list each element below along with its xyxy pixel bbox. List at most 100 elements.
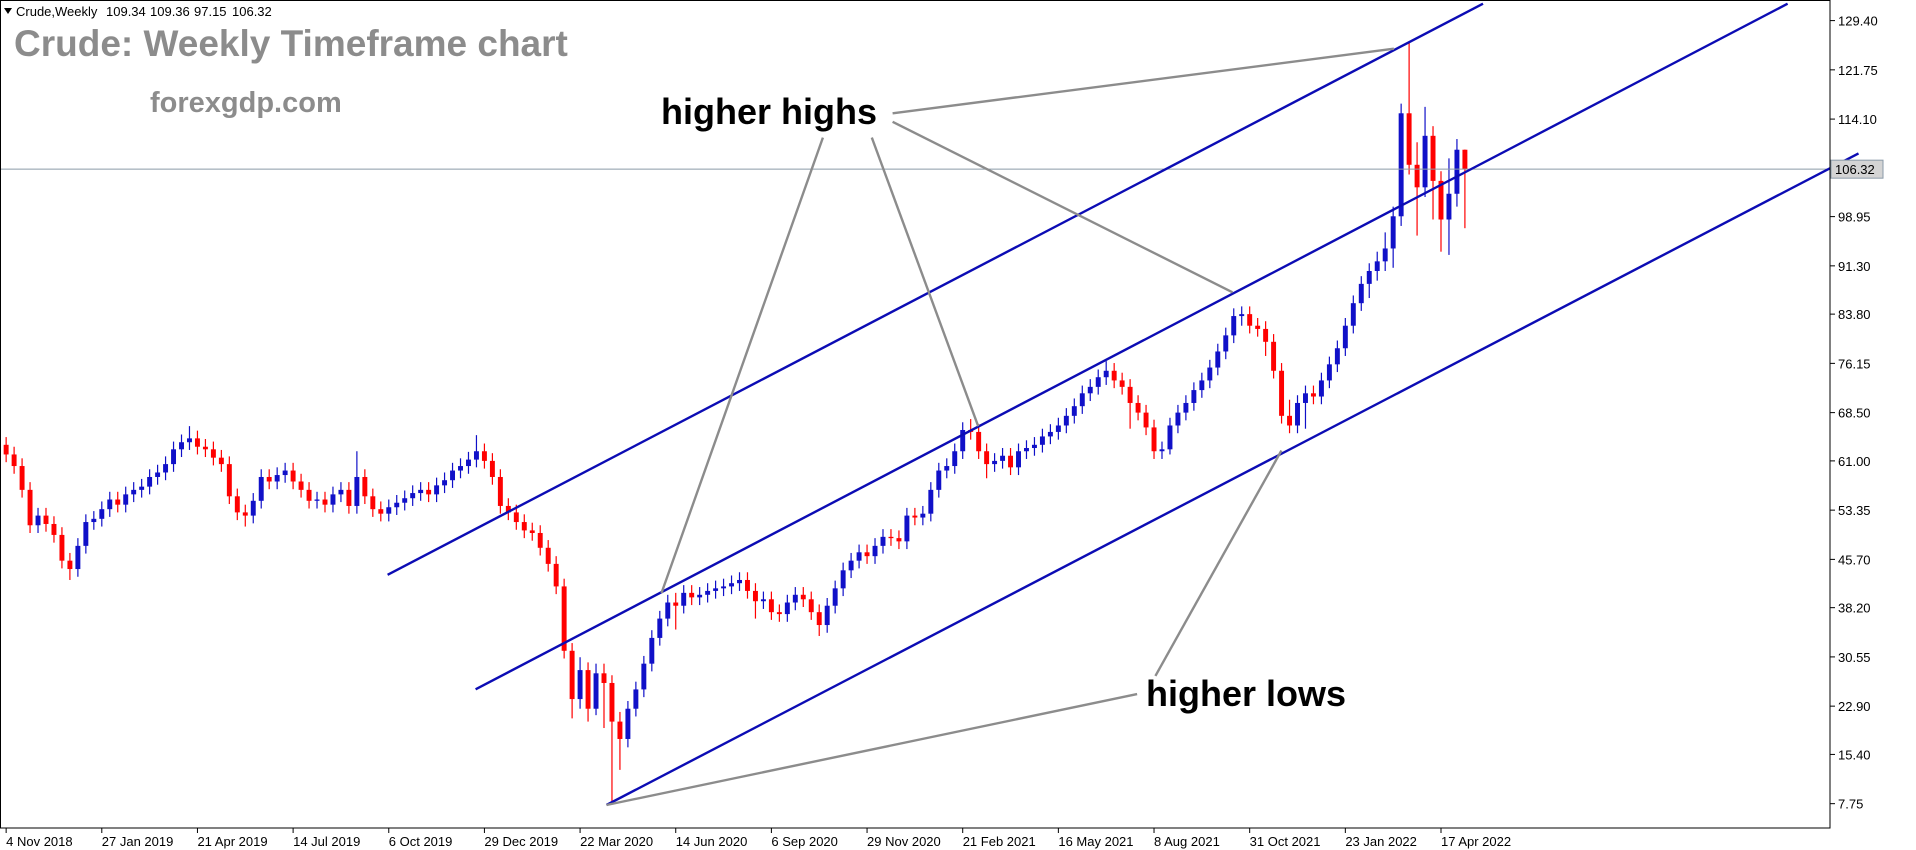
candle-body [888, 536, 894, 539]
y-tick-label: 76.15 [1838, 356, 1871, 371]
candle-body [840, 570, 846, 589]
candle-body [1390, 216, 1396, 249]
x-tick-label: 14 Jul 2019 [293, 834, 360, 849]
candle-body [59, 534, 65, 561]
candle-body [11, 454, 17, 467]
candle-body [1374, 261, 1380, 272]
x-tick-label: 14 Jun 2020 [676, 834, 748, 849]
candle-body [976, 431, 982, 452]
candle-body [1247, 314, 1253, 326]
candle-body [346, 489, 352, 506]
candle-body [880, 536, 886, 546]
candle-body [1119, 380, 1125, 387]
header-open: 109.34 [106, 4, 146, 19]
candle-body [665, 602, 671, 619]
candle-body [625, 708, 631, 739]
candle-body [856, 552, 862, 561]
y-tick-label: 83.80 [1838, 307, 1871, 322]
candle-body [362, 476, 368, 497]
candle-body [1406, 113, 1412, 165]
candle-body [864, 552, 870, 557]
candle-body [179, 442, 184, 450]
candle-body [1446, 193, 1452, 220]
candle-body [1310, 393, 1316, 397]
x-tick-label: 17 Apr 2022 [1441, 834, 1511, 849]
candle-body [473, 451, 479, 460]
candle-body [1000, 455, 1006, 461]
candle-body [402, 498, 408, 503]
candle-body [848, 560, 854, 571]
candle-body [314, 499, 320, 501]
candle-body [481, 451, 487, 461]
candle-body [266, 476, 272, 482]
candle-body [553, 563, 559, 587]
x-tick-label: 8 Aug 2021 [1154, 834, 1220, 849]
lower-channel-line [605, 152, 1860, 807]
candle-body [91, 518, 97, 523]
candle-body [760, 599, 766, 602]
candle-body [1263, 328, 1269, 342]
candle-body [370, 496, 376, 510]
candle-body [928, 489, 934, 514]
candle-body [1207, 367, 1213, 381]
candle-body [107, 499, 113, 510]
candle-body [1303, 393, 1308, 403]
candle-body [434, 485, 440, 495]
candle-body [537, 532, 543, 548]
y-tick-label: 38.20 [1838, 601, 1871, 616]
candle-body [737, 579, 742, 584]
candle-body [1111, 370, 1117, 381]
candle-body [27, 489, 33, 526]
candle-body [282, 470, 288, 476]
candle-body [298, 481, 304, 490]
candle-body [489, 460, 495, 477]
candle-body [1079, 393, 1085, 407]
candle-body [202, 446, 208, 450]
candle-body [832, 588, 838, 606]
candle-body [1350, 303, 1356, 326]
candle-body [234, 496, 240, 513]
candle-body [354, 476, 360, 506]
candle-body [163, 464, 169, 473]
candle-body [1087, 386, 1093, 394]
candle-body [218, 457, 224, 465]
candle-body [1055, 425, 1061, 432]
candle-body [3, 444, 9, 455]
candle-body [450, 470, 456, 481]
y-tick-label: 114.10 [1838, 112, 1877, 127]
candle-body [593, 673, 599, 709]
candle-body [1358, 283, 1364, 304]
candle-body [51, 523, 57, 535]
candle-body [1031, 444, 1037, 449]
candle-body [458, 466, 463, 471]
candle-body [577, 670, 583, 700]
pointer-line [660, 137, 825, 594]
candle-body [497, 476, 503, 506]
candle-body [19, 466, 25, 490]
candle-body [561, 586, 567, 651]
candle-body [1295, 402, 1300, 426]
header-symbol: Crude,Weekly [16, 4, 98, 19]
candle-body [681, 592, 687, 606]
y-tick-label: 15.40 [1838, 747, 1871, 762]
candle-body [1183, 402, 1189, 413]
candle-body [768, 599, 774, 613]
candle-body [43, 515, 49, 524]
pointer-line [870, 137, 980, 427]
candle-body [1151, 427, 1157, 452]
y-tick-label: 30.55 [1838, 650, 1871, 665]
candle-body [115, 499, 121, 505]
candle-body [729, 583, 735, 587]
candle-body [792, 594, 798, 603]
candle-body [633, 689, 639, 709]
candle-body [872, 545, 878, 557]
x-tick-label: 27 Jan 2019 [102, 834, 174, 849]
candle-body [1231, 316, 1237, 336]
candle-body [1287, 415, 1293, 426]
candle-body [1430, 135, 1436, 181]
candle-body [992, 460, 998, 465]
candle-body [386, 507, 392, 514]
candle-body [960, 429, 966, 452]
